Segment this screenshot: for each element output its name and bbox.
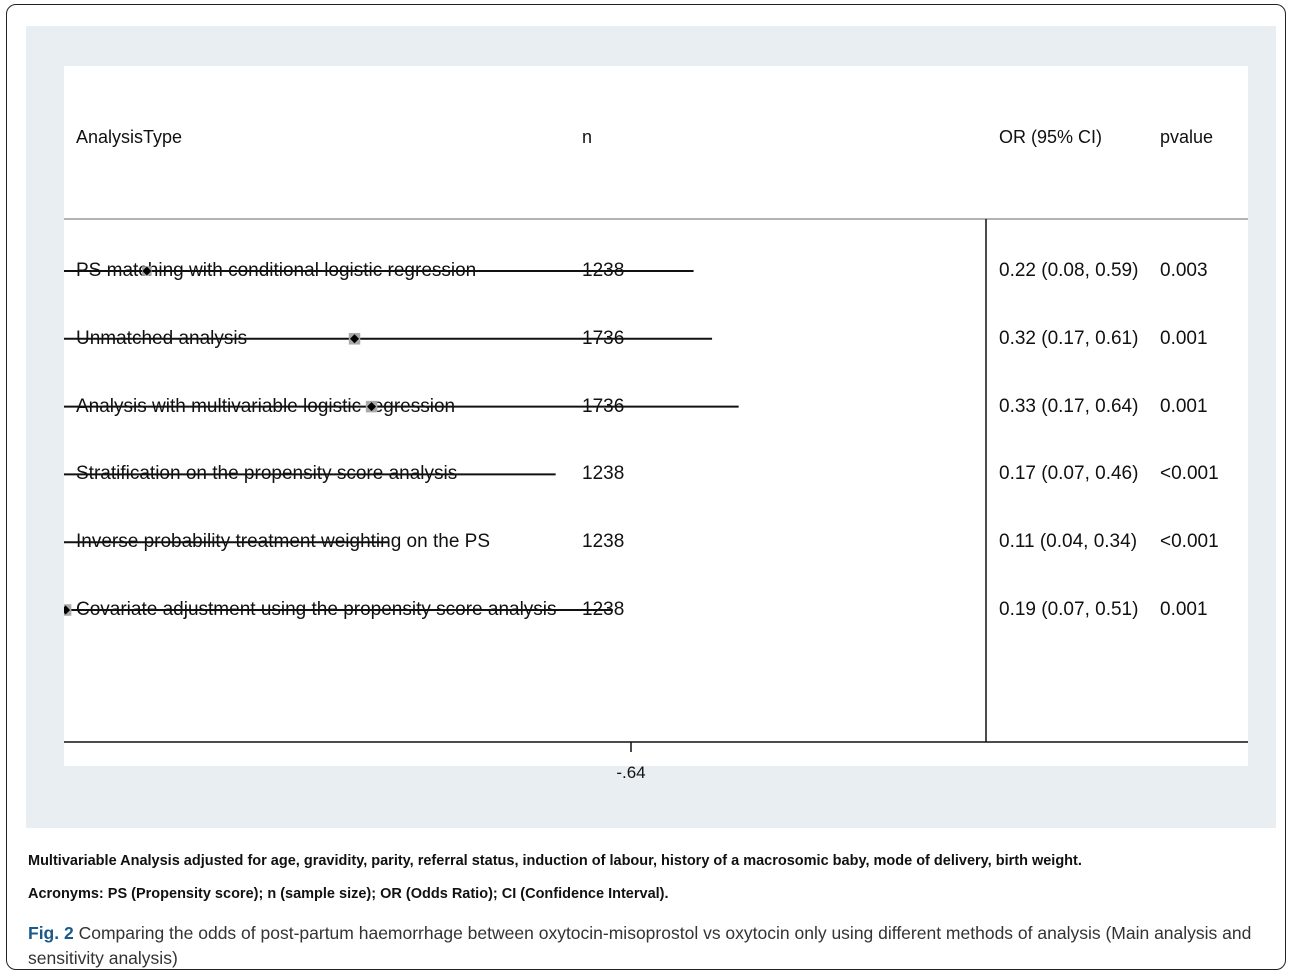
row-pvalue: 0.001	[1160, 327, 1208, 349]
forest-svg: -.64.641	[64, 218, 1248, 782]
point-estimate-0	[142, 266, 152, 276]
row-pvalue: 0.003	[1160, 260, 1208, 281]
header-analysis-type: AnalysisType	[76, 127, 183, 147]
row-pvalue: <0.001	[1160, 531, 1219, 553]
row-pvalue: 0.001	[1160, 599, 1208, 620]
row-or-ci: 0.19 (0.07, 0.51)	[999, 599, 1139, 620]
point-estimate-5	[64, 605, 71, 615]
forest-plot: AnalysisType n OR (95% CI) pvalue PS mat…	[64, 66, 1248, 782]
row-or-ci: 0.22 (0.08, 0.59)	[999, 260, 1139, 281]
row-pvalue: <0.001	[1160, 463, 1219, 485]
point-estimate-2	[367, 402, 377, 412]
caption-text: Comparing the odds of post-partum haemor…	[28, 923, 1252, 968]
row-or-ci: 0.17 (0.07, 0.46)	[999, 463, 1139, 485]
header-n: n	[582, 127, 593, 147]
row-n: 1238	[582, 531, 625, 553]
x-tick-label-0: -.64	[616, 763, 645, 782]
row-or-ci: 0.11 (0.04, 0.34)	[999, 531, 1138, 553]
figure-caption: Fig. 2 Comparing the odds of post-partum…	[28, 921, 1258, 971]
caption-label: Fig. 2	[28, 923, 74, 943]
header-pvalue: pvalue	[1160, 127, 1214, 147]
row-or-ci: 0.32 (0.17, 0.61)	[999, 327, 1139, 349]
footnote-acronyms: Acronyms: PS (Propensity score); n (samp…	[28, 886, 669, 902]
point-estimate-1	[350, 334, 360, 344]
row-n: 1238	[582, 463, 625, 485]
row-pvalue: 0.001	[1160, 395, 1208, 417]
row-or-ci: 0.33 (0.17, 0.64)	[999, 395, 1139, 417]
header-or-ci: OR (95% CI)	[999, 127, 1103, 147]
chart-panel: AnalysisType n OR (95% CI) pvalue PS mat…	[26, 26, 1276, 828]
footnote-multivariable: Multivariable Analysis adjusted for age,…	[28, 853, 1082, 869]
